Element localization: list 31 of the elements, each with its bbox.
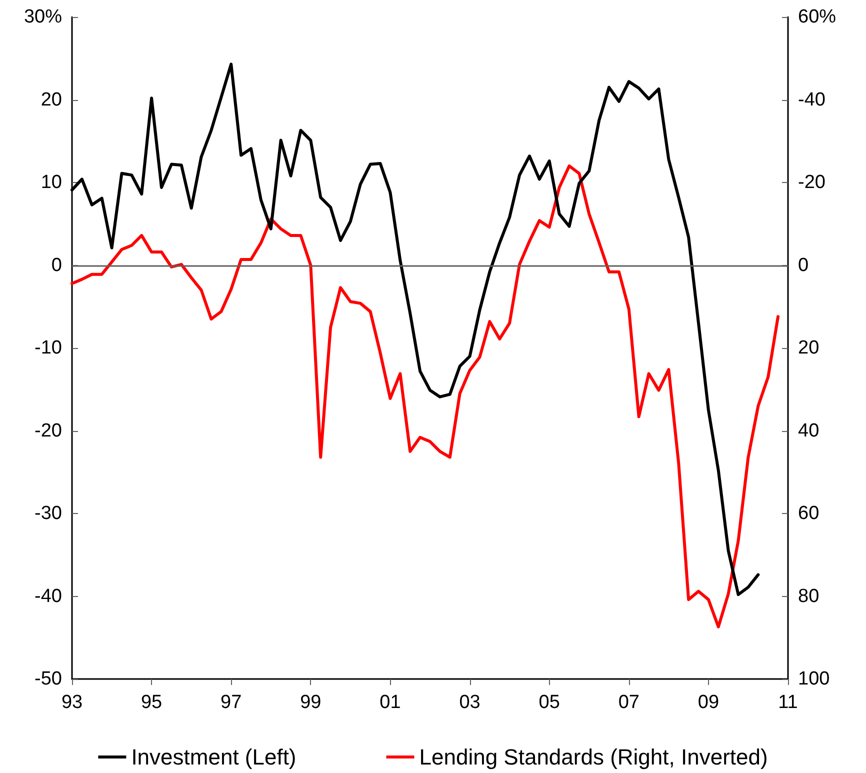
y-tick-label: -20 <box>34 420 62 442</box>
y2-tick-label: 40 <box>798 420 820 442</box>
y2-tick-label: 100 <box>798 668 830 690</box>
x-tick-label: 95 <box>140 692 162 713</box>
y-tick-label: 20 <box>40 89 62 110</box>
y-tick-label: -50 <box>34 668 62 690</box>
y-tick-label: -40 <box>34 586 62 607</box>
x-tick-label: 11 <box>778 692 798 713</box>
x-tick-label: 07 <box>618 692 640 713</box>
x-tick-label: 01 <box>380 692 401 713</box>
legend-label: Investment (Left) <box>131 744 296 770</box>
x-tick-label: 03 <box>459 692 480 713</box>
y2-tick-label: 0 <box>798 254 809 276</box>
x-tick-label: 97 <box>220 692 242 713</box>
line-series <box>70 164 780 628</box>
y2-tick-label: 80 <box>798 586 820 607</box>
y-tick-label: 0 <box>51 254 62 276</box>
y2-tick-label: -20 <box>798 172 826 193</box>
y-tick-label: -10 <box>34 338 62 358</box>
y-tick-label: 10 <box>40 172 62 193</box>
y2-tick-label: 60% <box>798 6 836 28</box>
y-tick-label: 30% <box>24 6 62 28</box>
x-tick-label: 99 <box>300 692 322 713</box>
y2-tick-label: -40 <box>798 89 826 110</box>
x-tick-label: 09 <box>698 692 720 713</box>
x-tick-label: 05 <box>538 692 560 713</box>
y-tick-label: -30 <box>34 503 62 524</box>
legend-label: Lending Standards (Right, Inverted) <box>419 744 768 770</box>
x-tick-label: 93 <box>61 692 83 713</box>
y2-tick-label: 60 <box>798 503 820 524</box>
y2-tick-label: 20 <box>798 338 820 358</box>
